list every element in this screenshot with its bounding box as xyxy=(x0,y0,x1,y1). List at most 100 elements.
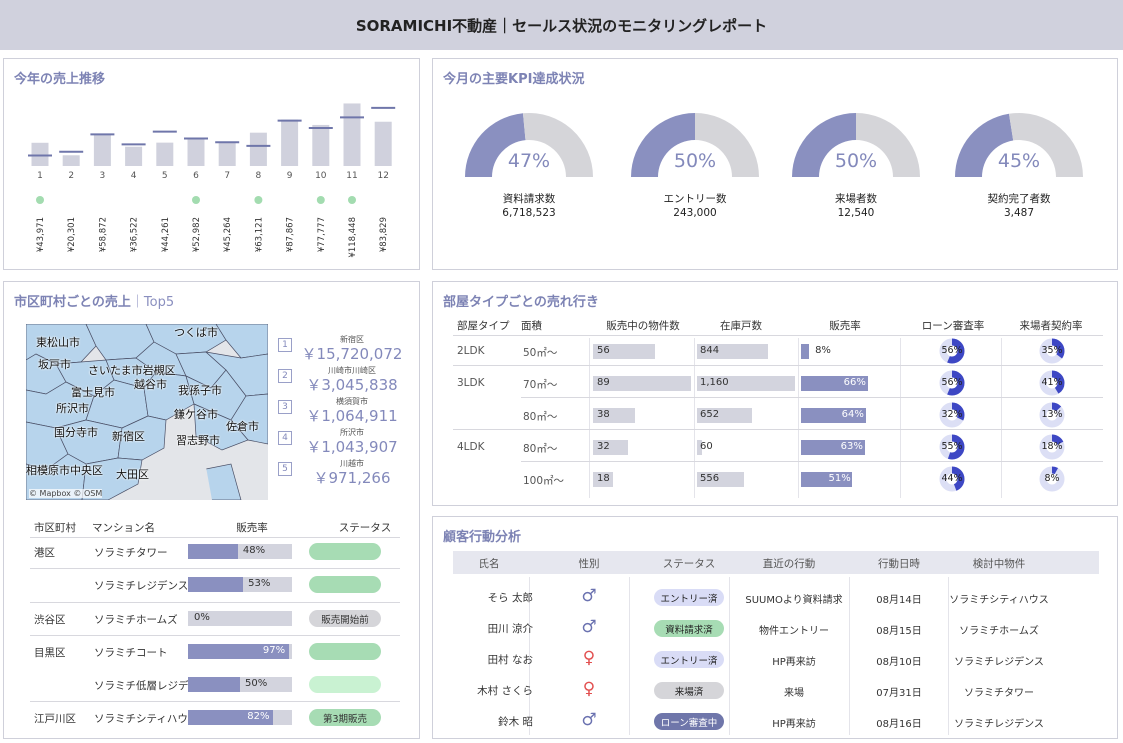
map-city-label: 我孫子市 xyxy=(178,384,222,397)
city-ward: 港区 xyxy=(34,547,55,559)
column-divider xyxy=(1001,338,1002,498)
sales-rate-value: 64% xyxy=(841,409,864,420)
selling-bar xyxy=(593,472,613,487)
rank-badge: 3 xyxy=(278,400,292,414)
latest-action: 来場 xyxy=(784,688,804,699)
stock-bar xyxy=(697,440,703,455)
kpi-value: 3,487 xyxy=(1003,207,1035,219)
latest-action: HP再来訪 xyxy=(772,657,816,668)
property-name: ソラミチコート xyxy=(94,647,168,659)
kpi-label: 契約完了者数 xyxy=(987,193,1051,205)
sales-rate-value: 50% xyxy=(245,678,268,689)
month-label: 4 xyxy=(131,171,137,181)
stock-count: 556 xyxy=(700,473,720,484)
stock-bar xyxy=(697,376,795,391)
latest-action: 物件エントリー xyxy=(759,626,829,637)
stock-count: 1,160 xyxy=(700,377,729,388)
city-table-header: マンション名 xyxy=(92,522,155,534)
property-name: ソラミチタワー xyxy=(94,547,168,559)
stock-count: 844 xyxy=(700,345,720,356)
rank-badge: 5 xyxy=(278,462,292,476)
considered-property: ソラミチタワー xyxy=(964,688,1034,699)
customer-status-badge: エントリー済 xyxy=(654,589,724,606)
gauge-remainder xyxy=(856,113,920,177)
room-type: 2LDK xyxy=(457,345,485,357)
column-divider xyxy=(900,338,901,498)
sales-value-label: ¥45,264 xyxy=(223,217,233,252)
sales-bar xyxy=(312,124,330,166)
female-icon: ♀ xyxy=(582,679,596,699)
female-icon: ♀ xyxy=(582,648,596,668)
loan-rate-donut xyxy=(939,338,965,364)
room-area: 80㎡～ xyxy=(523,411,558,423)
map-city-label: さいたま市岩槻区 xyxy=(88,364,176,377)
action-date: 08月14日 xyxy=(876,595,922,606)
sales-bar xyxy=(31,142,49,166)
sales-rate-bar xyxy=(801,376,868,391)
kpi-value: 6,718,523 xyxy=(502,207,556,219)
room-table-header: 在庫戸数 xyxy=(720,320,762,332)
top-city-name: 新宿区 xyxy=(340,335,364,344)
map-city-label: 大田区 xyxy=(116,468,149,481)
stock-count: 652 xyxy=(700,409,720,420)
property-name: ソラミチシティハウス xyxy=(94,713,199,725)
city-sales-panel: 市区町村ごとの売上｜Top5 xyxy=(3,281,420,739)
status-badge xyxy=(309,643,381,660)
status-badge: 販売開始前 xyxy=(309,610,381,627)
sales-rate-value: 63% xyxy=(840,441,863,452)
gauge-fill xyxy=(631,113,695,177)
visit-rate-value: 18% xyxy=(1041,441,1063,452)
map-regions xyxy=(26,324,268,500)
row-divider xyxy=(521,397,1103,398)
property-name: ソラミチホームズ xyxy=(94,614,178,626)
loan-rate-value: 56% xyxy=(941,377,963,388)
room-area: 80㎡～ xyxy=(523,443,558,455)
kpi-percent: 50% xyxy=(834,150,878,172)
table-divider xyxy=(453,335,1103,336)
customer-status-badge: 資料請求済 xyxy=(654,620,724,637)
customer-name: 田川 涼介 xyxy=(487,623,533,635)
map-city-label: 所沢市 xyxy=(56,402,89,415)
sales-map[interactable]: つくば市 東松山市 坂戸市 さいたま市岩槻区 越谷市 富士見市 我孫子市 所沢市 鎌ケ谷市 国分寺… xyxy=(26,324,268,500)
considered-property: ソラミチレジデンス xyxy=(954,719,1044,730)
kpi-percent: 50% xyxy=(673,150,717,172)
donut-fill xyxy=(1039,370,1065,396)
kpi-label: 来場者数 xyxy=(835,193,877,205)
city-table-header: 販売率 xyxy=(236,522,268,534)
action-date: 07月31日 xyxy=(876,688,922,699)
month-label: 1 xyxy=(37,171,43,181)
selling-bar xyxy=(593,344,655,359)
map-city-label: つくば市 xyxy=(174,326,218,339)
sales-value-label: ¥43,971 xyxy=(36,217,46,252)
customer-table-header xyxy=(453,551,1099,574)
sales-bar xyxy=(249,132,267,166)
map-city-label: 坂戸市 xyxy=(38,358,71,371)
achieved-dot xyxy=(348,196,356,204)
map-city-label: 越谷市 xyxy=(134,378,167,391)
map-city-label: 鎌ケ谷市 xyxy=(174,408,218,421)
selling-bar xyxy=(593,440,629,455)
sales-rate-fill xyxy=(188,710,274,725)
sales-rate-fill xyxy=(188,677,240,692)
male-icon: ♂ xyxy=(581,586,597,606)
kpi-percent: 45% xyxy=(997,150,1041,172)
action-date: 08月15日 xyxy=(876,626,922,637)
loan-rate-value: 32% xyxy=(941,409,963,420)
row-divider xyxy=(453,365,1103,366)
sales-rate-value: 51% xyxy=(828,473,851,484)
room-area: 50㎡～ xyxy=(523,347,558,359)
customer-table-header-cell: 性別 xyxy=(578,558,600,570)
sales-rate-bar xyxy=(801,472,853,487)
top-city-sales: ￥971,266 xyxy=(313,469,391,487)
sales-rate-track xyxy=(188,611,292,626)
month-label: 7 xyxy=(224,171,230,181)
gauge-remainder xyxy=(1008,113,1083,177)
month-label: 8 xyxy=(256,171,262,181)
selling-bar xyxy=(593,408,635,423)
stock-bar xyxy=(697,472,744,487)
sales-value-label: ¥118,448 xyxy=(348,217,358,258)
sales-rate-bar xyxy=(801,344,810,359)
sales-rate-value: 8% xyxy=(815,345,831,356)
kpi-panel: 今月の主要KPI達成状況 47% 資料請求数 6,718,523 50% エントリー数 2… xyxy=(432,58,1118,270)
kpi-gauge xyxy=(465,113,593,177)
